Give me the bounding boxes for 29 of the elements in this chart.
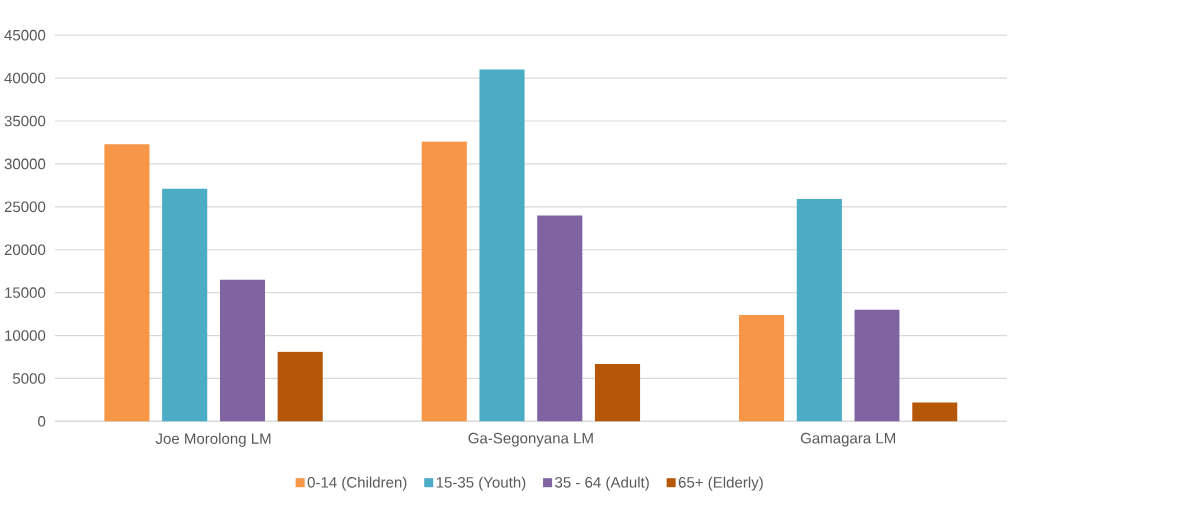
bar <box>277 351 323 422</box>
bar <box>854 309 900 422</box>
bar <box>912 402 958 422</box>
y-tick-label: 35000 <box>4 115 46 127</box>
bar <box>739 314 785 422</box>
bar <box>594 363 641 422</box>
bar <box>219 279 265 422</box>
legend-label: 35 - 64 (Adult) <box>555 476 649 491</box>
bar <box>104 144 150 422</box>
y-tick-label: 15000 <box>5 287 46 298</box>
x-tick-label: Joe Morolong LM <box>155 432 271 447</box>
y-tick-label: 25000 <box>4 201 46 213</box>
legend-label: 65+ (Elderly) <box>678 476 763 491</box>
y-tick-label: 5000 <box>12 373 46 384</box>
legend-label: 15-35 (Youth) <box>436 476 526 491</box>
y-tick-label: 0 <box>38 415 46 427</box>
legend-label: 0-14 (Children) <box>307 476 407 491</box>
bar <box>479 69 525 422</box>
bar <box>421 141 467 422</box>
y-tick-label: 10000 <box>5 330 46 341</box>
bar <box>796 198 842 422</box>
y-tick-label: 30000 <box>4 158 46 170</box>
y-tick-label: 45000 <box>4 29 46 41</box>
bar <box>162 188 208 422</box>
x-tick-label: Gamagara LM <box>800 432 896 447</box>
y-tick-label: 20000 <box>4 244 46 255</box>
y-tick-label: 40000 <box>4 72 46 84</box>
x-tick-label: Ga-Segonyana LM <box>468 432 593 447</box>
bar <box>537 215 583 422</box>
